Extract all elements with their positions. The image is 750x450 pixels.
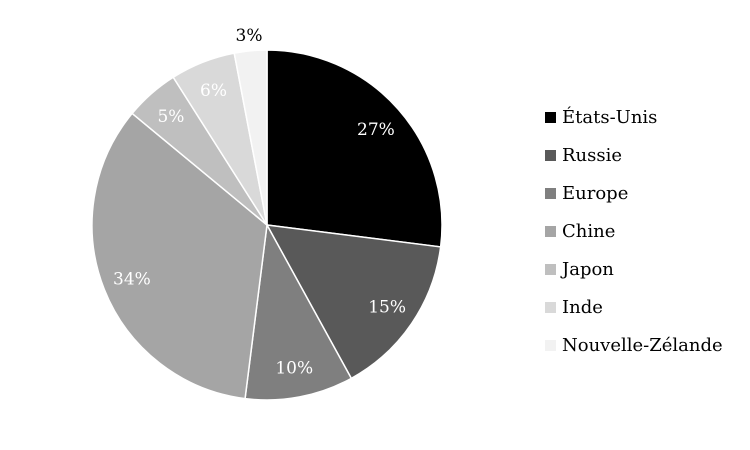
legend-swatch — [545, 149, 556, 161]
legend: États-Unis Russie Europe Chine Japon Ind… — [545, 98, 723, 364]
data-label: 3% — [236, 26, 263, 46]
data-label: 10% — [275, 359, 313, 379]
pie-slice-3 — [91, 112, 268, 400]
legend-label: États-Unis — [562, 106, 658, 128]
legend-item: Nouvelle-Zélande — [545, 326, 723, 364]
legend-label: Japon — [562, 258, 614, 280]
pie-slice-0 — [266, 49, 443, 248]
legend-swatch — [545, 263, 556, 275]
pie-slice-2 — [244, 222, 353, 401]
legend-swatch — [545, 111, 556, 123]
data-label: 15% — [368, 298, 406, 318]
legend-label: Europe — [562, 182, 629, 204]
pie-slice-1 — [265, 224, 442, 380]
legend-swatch — [545, 187, 556, 199]
data-label: 34% — [113, 269, 151, 289]
legend-label: Russie — [562, 144, 623, 166]
legend-item: Inde — [545, 288, 723, 326]
legend-swatch — [545, 301, 556, 313]
pie-slice-6 — [233, 49, 268, 226]
data-label: 27% — [357, 120, 395, 140]
legend-item: Chine — [545, 212, 723, 250]
legend-label: Nouvelle-Zélande — [562, 334, 723, 356]
legend-label: Chine — [562, 220, 616, 242]
legend-item: Japon — [545, 250, 723, 288]
legend-swatch — [545, 225, 556, 237]
legend-swatch — [545, 339, 556, 351]
data-label: 5% — [157, 107, 184, 127]
legend-item: États-Unis — [545, 98, 723, 136]
legend-item: Europe — [545, 174, 723, 212]
legend-item: Russie — [545, 136, 723, 174]
legend-label: Inde — [562, 296, 603, 318]
data-label: 6% — [200, 81, 227, 101]
